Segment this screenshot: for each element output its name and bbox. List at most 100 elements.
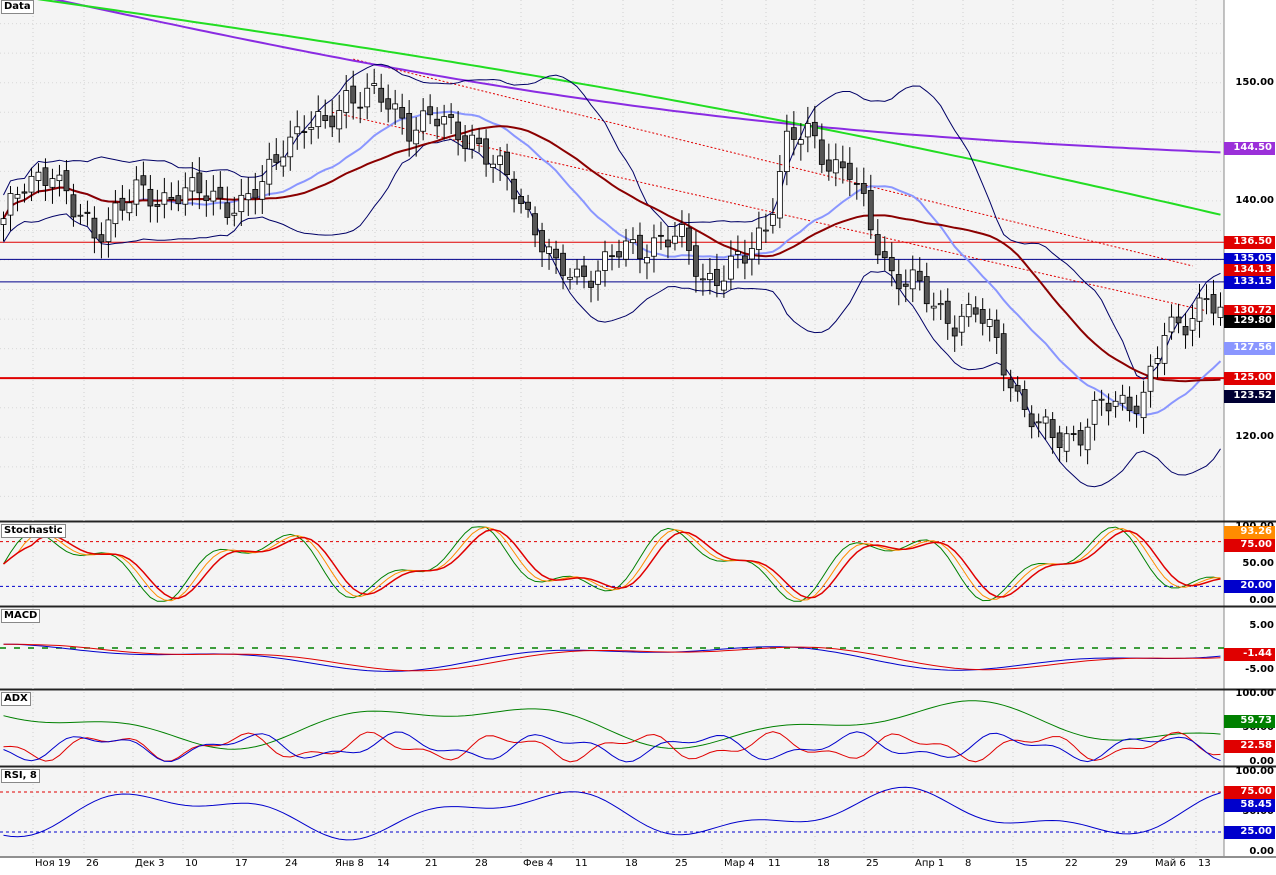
candle [252,189,259,199]
candle [797,139,804,145]
candle [168,196,175,200]
x-axis-label: Мар 4 [724,858,755,869]
x-axis-label: 17 [235,858,248,869]
candle [867,190,874,231]
indicator-value-label: 75.00 [1224,539,1275,553]
stoch-d-line [3,526,1221,602]
price-label: 134.13 [1224,264,1275,278]
x-axis-label: 8 [965,858,972,869]
candle [630,239,636,244]
candle [1000,333,1007,376]
candle [385,98,392,110]
trendline [353,58,1193,267]
candle [511,178,517,200]
candle [1014,385,1021,392]
candle [1098,398,1105,401]
candle [693,245,699,277]
candle [958,315,965,333]
candle [951,327,958,337]
indicator-tick-label: 0.00 [1249,846,1274,857]
indicator-value-label: 25.00 [1224,826,1275,839]
candle [1210,294,1217,314]
candle [1126,396,1133,412]
price-label: 144.50 [1224,141,1275,155]
candle [329,115,336,128]
candle [189,177,196,192]
pane-bg [0,608,1224,688]
candle [21,191,28,194]
candle [224,202,231,218]
rsi-line [3,786,1221,841]
candle [644,257,650,264]
candle [28,175,35,193]
candle [839,161,846,169]
candle [874,234,881,256]
x-axis-label: 18 [625,858,638,869]
candle [14,194,21,199]
candle [623,240,629,260]
candle [518,196,524,204]
candle [1042,416,1049,424]
price-tick-label: 140.00 [1235,194,1274,206]
candle [616,251,622,258]
candle [1070,433,1077,435]
candle [1217,306,1224,318]
candle [707,272,713,281]
candle [818,139,825,165]
candle [637,234,643,260]
candle [651,237,657,257]
candle [1063,433,1070,452]
x-axis-label: Апр 1 [915,858,945,869]
candle [280,156,287,167]
candle [1196,297,1203,322]
bollinger-upper [3,63,1221,380]
indicator-tick-label: 100.00 [1235,688,1274,700]
indicator-title: Stochastic [1,524,66,538]
price-label: 133.15 [1224,275,1275,289]
candle [63,170,70,192]
indicator-tick-label: -5.00 [1245,664,1274,676]
candle [916,270,923,282]
candle [273,154,280,163]
candle [1112,400,1119,407]
indicator-value-label: 93.26 [1224,525,1275,539]
candle [427,106,434,116]
candle [762,229,769,232]
ma-green-line [37,0,1221,216]
candle [182,187,189,205]
candle [888,256,895,272]
candle [595,270,601,285]
candle [336,110,343,130]
candle [357,106,364,109]
candle [602,251,608,271]
candle [364,87,371,108]
candle [741,255,748,264]
candle [245,193,252,201]
candle [455,121,462,141]
candle [1168,316,1175,333]
price-label: 127.56 [1224,341,1275,355]
x-axis-label: 11 [768,858,781,869]
candle [728,255,734,280]
pane-bg [0,691,1224,765]
candle [91,217,98,239]
candle [420,110,427,132]
candle [140,175,147,186]
candle [1007,379,1014,389]
x-axis-label: 26 [86,858,99,869]
price-pane-title: Data [1,0,34,14]
x-axis-label: Фев 4 [523,858,554,869]
candle [70,194,77,218]
candle [700,278,706,281]
x-axis-label: 21 [425,858,438,869]
candle [469,134,476,150]
candle [42,167,49,186]
candle [259,181,266,200]
candle [804,123,811,138]
candle [567,276,573,280]
candle [1147,365,1154,392]
candle [672,235,678,244]
candle [238,194,245,213]
x-axis-label: 29 [1115,858,1128,869]
